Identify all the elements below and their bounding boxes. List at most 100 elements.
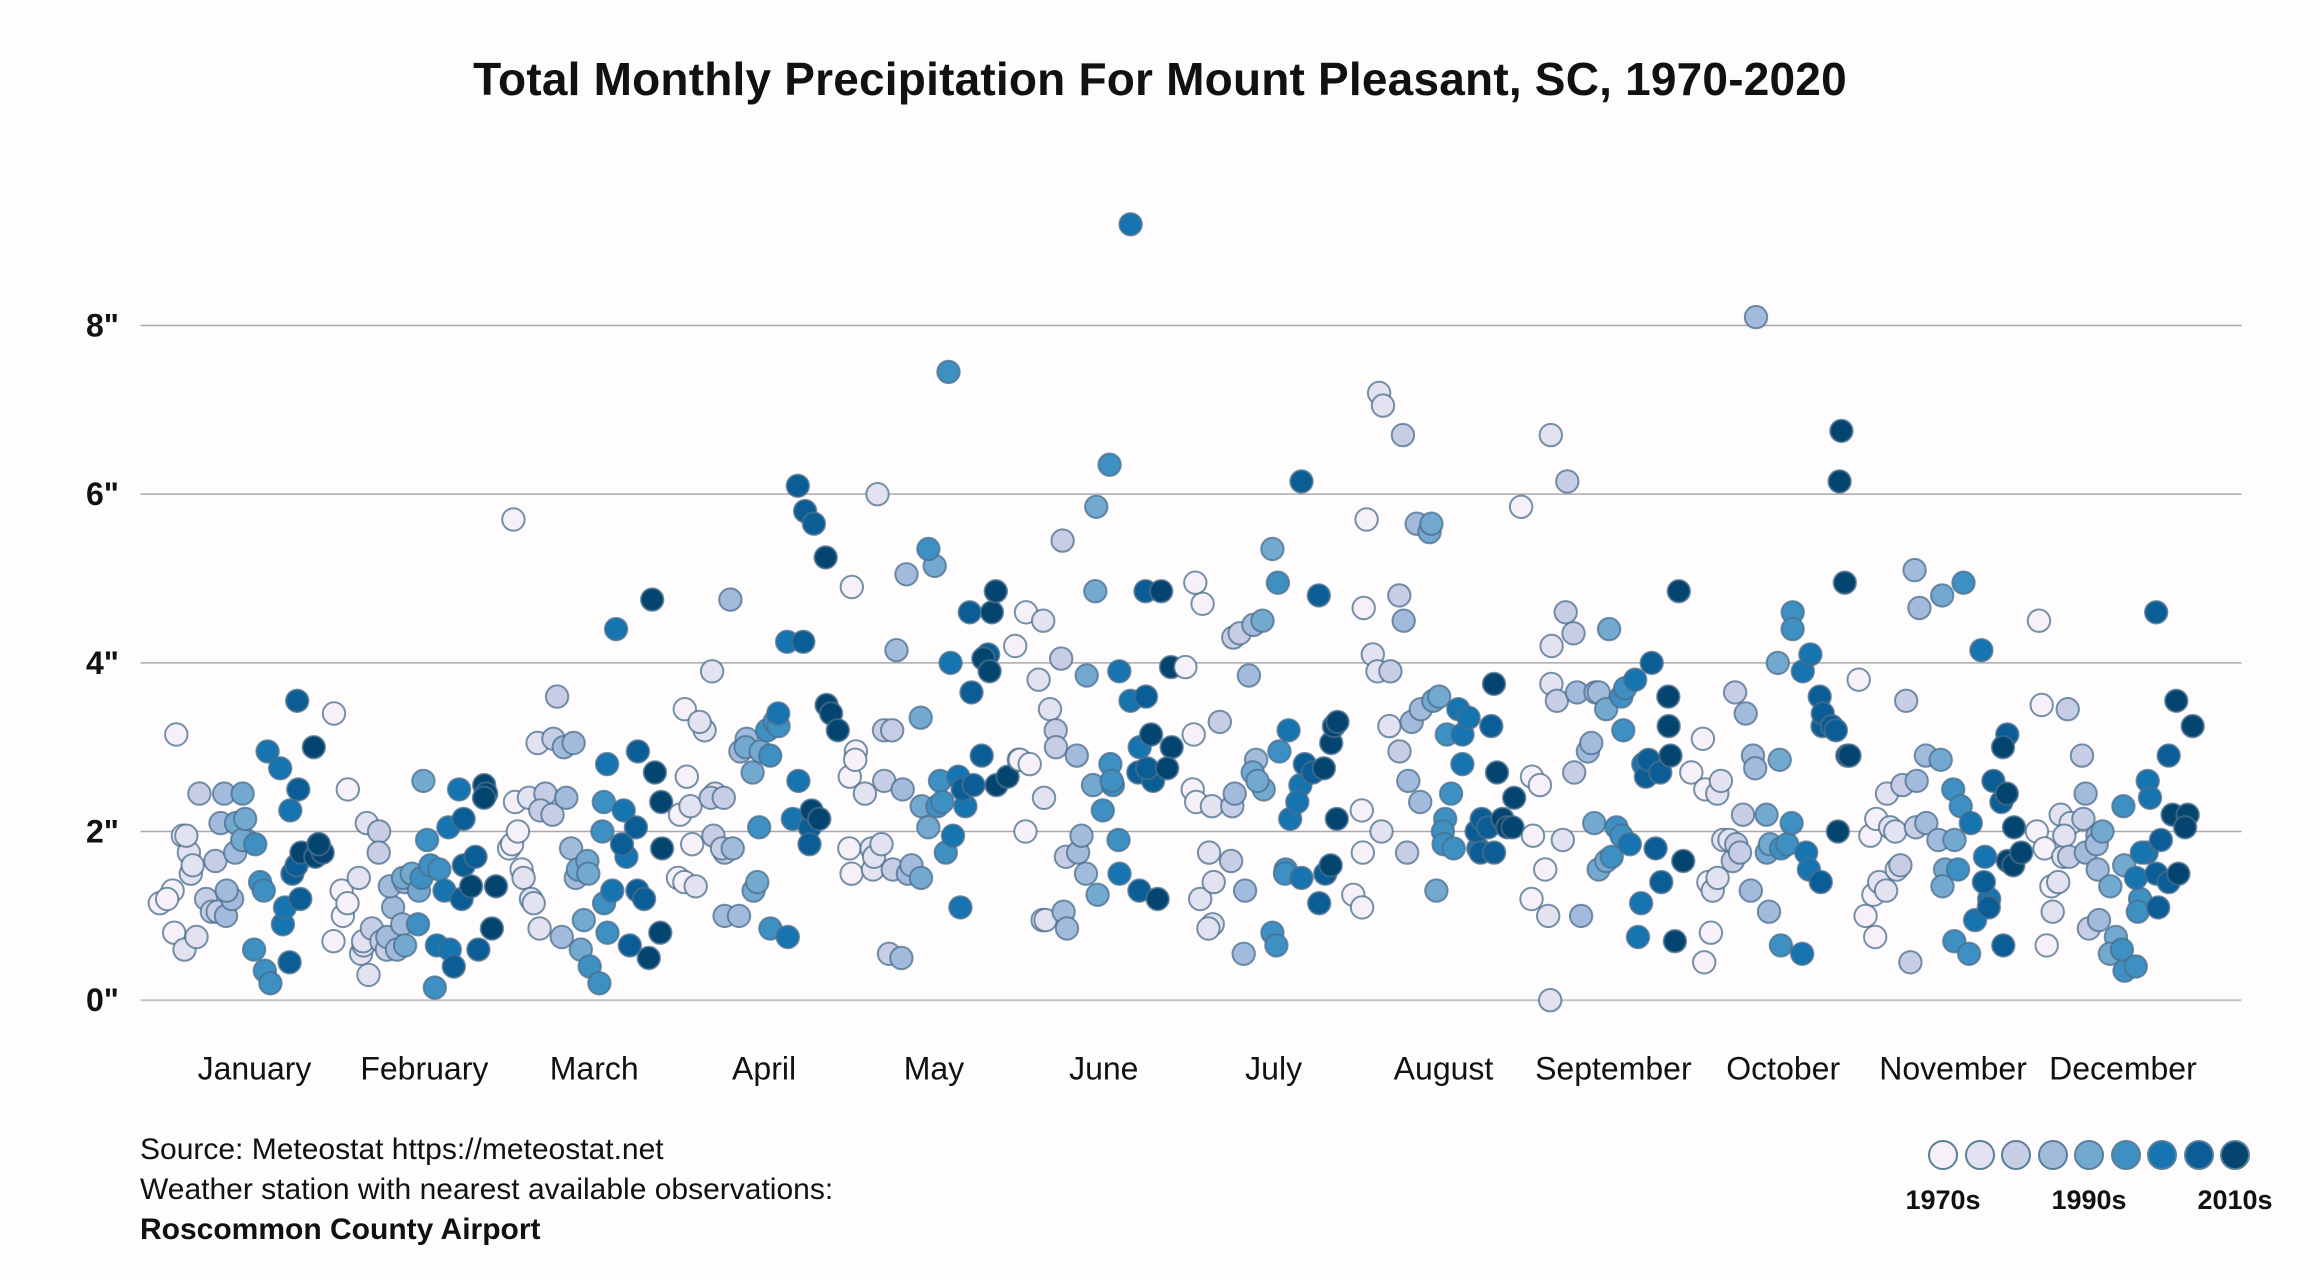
legend-swatch (2110, 1140, 2141, 1170)
data-point (1765, 650, 1791, 676)
legend: 1970s 1990s 2010s (1900, 1140, 2280, 1240)
data-point (1026, 667, 1051, 692)
data-point (649, 789, 674, 815)
data-point (865, 482, 890, 507)
data-point (1611, 718, 1636, 743)
data-point (1579, 730, 1604, 756)
data-point (1084, 494, 1109, 519)
data-point (680, 832, 705, 857)
data-point (631, 886, 657, 912)
data-point (1863, 924, 1888, 950)
data-point (1705, 865, 1730, 891)
data-point (1898, 950, 1923, 975)
data-point (1351, 595, 1376, 621)
data-point (2069, 743, 2095, 768)
data-point (180, 853, 205, 878)
data-point (1829, 418, 1854, 444)
data-point (233, 806, 258, 832)
data-point (1218, 848, 1244, 874)
data-point (458, 874, 484, 899)
legend-swatch (2037, 1140, 2068, 1170)
data-point (890, 777, 915, 802)
data-point (505, 819, 531, 844)
data-point (2001, 815, 2027, 840)
data-point (1568, 903, 1594, 929)
data-point (908, 865, 934, 891)
data-point (623, 815, 649, 840)
data-point (1484, 760, 1510, 785)
data-point (1671, 848, 1696, 874)
data-point (346, 865, 371, 891)
data-point (258, 971, 283, 996)
data-point (1155, 756, 1180, 781)
data-point (1994, 781, 2020, 806)
data-point (936, 359, 961, 385)
data-point (839, 574, 864, 600)
data-point (1236, 663, 1262, 688)
data-point (2144, 600, 2169, 625)
data-point (1031, 608, 1056, 633)
data-point (540, 802, 565, 827)
data-point (1846, 667, 1871, 692)
data-point (1827, 469, 1852, 494)
data-point (184, 924, 209, 950)
data-point (2029, 692, 2054, 718)
data-point (174, 823, 199, 848)
data-point (1743, 304, 1769, 330)
x-tick-label: April (732, 1050, 796, 1086)
data-point (916, 815, 941, 840)
data-point (687, 709, 712, 735)
chart-title: Total Monthly Precipitation For Mount Pl… (473, 53, 1847, 105)
data-point (2086, 907, 2112, 933)
data-point (1276, 718, 1301, 743)
data-point (1628, 891, 1654, 916)
y-tick-label: 2" (86, 814, 119, 850)
data-point (1853, 903, 1878, 929)
data-point (1370, 393, 1396, 418)
data-point (1972, 844, 1998, 869)
data-point (576, 861, 601, 886)
data-point (786, 768, 811, 794)
data-point (1289, 469, 1314, 494)
data-point (1245, 768, 1270, 794)
data-point (335, 777, 360, 802)
data-point (511, 865, 536, 891)
legend-swatch (2147, 1140, 2177, 1170)
data-point (286, 777, 311, 802)
data-point (1894, 688, 1919, 713)
data-point (1324, 806, 1350, 832)
data-point (1349, 895, 1375, 920)
data-point (2156, 743, 2181, 768)
data-point (2026, 608, 2052, 633)
data-point (1003, 633, 1028, 659)
y-axis-ticks: 0" 2" 4" 6" 8" (86, 308, 119, 1019)
data-point (1722, 680, 1748, 705)
data-point (451, 806, 476, 832)
data-point (1738, 878, 1764, 903)
data-point (1043, 735, 1069, 760)
data-point (1969, 638, 1994, 663)
data-point (718, 587, 743, 612)
data-point (1956, 941, 1982, 966)
data-point (683, 874, 708, 899)
data-point (1350, 840, 1376, 865)
data-point (2046, 869, 2071, 895)
x-tick-label: January (198, 1050, 312, 1086)
data-point (2137, 785, 2163, 810)
data-point (699, 659, 725, 684)
data-point (640, 587, 665, 612)
data-point (335, 891, 360, 916)
data-point (2055, 697, 2080, 722)
data-point (961, 772, 986, 798)
data-point (1730, 802, 1756, 827)
y-tick-label: 8" (86, 308, 119, 344)
data-point (214, 878, 239, 903)
data-point (775, 924, 800, 950)
source-line: Source: Meteostat https://meteostat.net (140, 1133, 664, 1166)
data-point (959, 680, 984, 705)
data-point (1069, 823, 1094, 848)
data-point (1107, 861, 1132, 886)
data-point (674, 764, 699, 789)
legend-swatch (2074, 1140, 2104, 1170)
